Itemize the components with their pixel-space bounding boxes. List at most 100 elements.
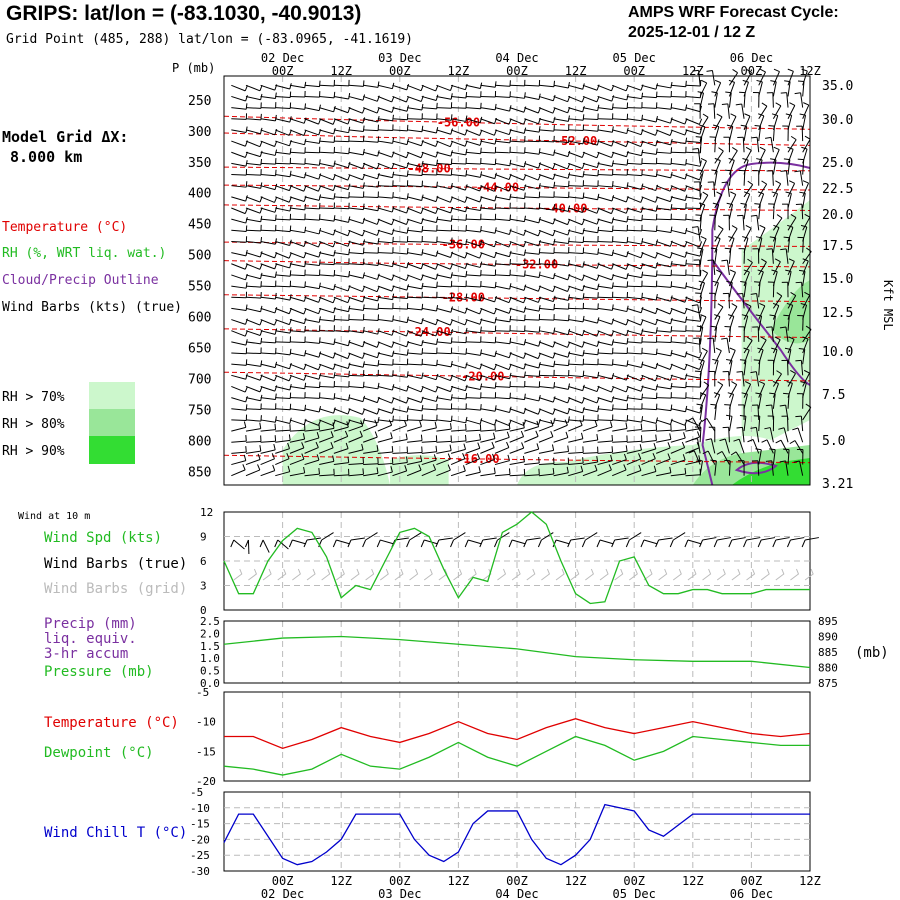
wind-barb bbox=[289, 447, 305, 454]
wind-barb-flag bbox=[714, 157, 721, 162]
wind-barb-flag bbox=[449, 444, 452, 451]
wind-barb bbox=[333, 435, 348, 443]
grid-wind-barb bbox=[262, 568, 272, 581]
true-wind-barb bbox=[555, 539, 570, 545]
wind-barb bbox=[685, 285, 701, 291]
wind-barb bbox=[377, 252, 393, 254]
wind-barb bbox=[304, 363, 319, 371]
wind-barb bbox=[260, 174, 276, 177]
wind-barb bbox=[802, 115, 807, 131]
wind-barb bbox=[626, 352, 642, 355]
temp-tick: -10 bbox=[196, 716, 216, 729]
wind-barb bbox=[685, 319, 701, 322]
top-time-tick: 00Z bbox=[741, 64, 763, 78]
wind-barb bbox=[480, 240, 495, 248]
wind-barb bbox=[392, 425, 407, 432]
grid-wind-barb bbox=[716, 568, 726, 581]
wind-barb-flag bbox=[801, 68, 808, 72]
wind-barb bbox=[319, 252, 334, 257]
wind-barb bbox=[802, 260, 809, 276]
wind-barb-flag bbox=[769, 314, 776, 317]
wind-barb-flag bbox=[332, 118, 336, 125]
wind-barb-flag bbox=[747, 180, 753, 185]
wind-barb bbox=[289, 363, 305, 371]
wind-barb-flag bbox=[727, 392, 734, 395]
wind-barb bbox=[509, 129, 525, 134]
wind-barb bbox=[742, 371, 745, 387]
wind-barb-flag bbox=[392, 293, 395, 300]
wind-barb-flag bbox=[447, 453, 451, 460]
wind-barb bbox=[597, 451, 613, 454]
wind-barb bbox=[407, 363, 423, 366]
wind-barb bbox=[524, 374, 540, 377]
wind-barb bbox=[480, 447, 495, 454]
grid-wind-barb bbox=[453, 568, 463, 581]
wind-barb bbox=[758, 227, 766, 242]
forecast-cycle-block: AMPS WRF Forecast Cycle: 2025-12-01 / 12… bbox=[628, 3, 839, 43]
wind-barb bbox=[304, 118, 319, 125]
wind-barb-flag bbox=[493, 185, 497, 192]
wind-barb bbox=[407, 118, 423, 120]
wind-barb bbox=[319, 218, 335, 222]
wind-barb-flag bbox=[721, 337, 728, 340]
wind-barb bbox=[494, 296, 510, 304]
wind-barb-flag bbox=[450, 423, 452, 430]
wind-barb-flag bbox=[538, 248, 541, 255]
wind-barb bbox=[612, 408, 628, 411]
wind-barb-flag bbox=[406, 170, 409, 177]
wind-barb-flag bbox=[346, 421, 349, 428]
grid-wind-barb bbox=[804, 568, 814, 581]
wind-barb bbox=[685, 274, 701, 277]
height-tick: 5.0 bbox=[822, 434, 845, 449]
wind-barb-flag bbox=[794, 92, 801, 95]
wind-barb bbox=[319, 341, 335, 345]
wind-barb bbox=[494, 341, 510, 345]
wind-barb bbox=[568, 240, 584, 243]
wind-barb-flag bbox=[684, 373, 688, 380]
wind-barb bbox=[304, 263, 320, 266]
wind-barb bbox=[348, 352, 363, 359]
wind-barb-flag bbox=[391, 206, 395, 213]
wind-barb bbox=[480, 118, 495, 125]
wind-barb bbox=[275, 471, 290, 477]
wind-barb bbox=[289, 285, 305, 288]
wind-barb bbox=[597, 162, 613, 167]
wind-barb bbox=[771, 326, 774, 342]
wind-barb bbox=[450, 129, 466, 136]
wind-barb bbox=[333, 426, 349, 432]
wind-barb-flag bbox=[582, 406, 585, 414]
true-wind-barb-flag bbox=[303, 539, 308, 548]
wind-barb bbox=[436, 95, 452, 100]
wind-barb-flag bbox=[524, 393, 526, 400]
wind-barb bbox=[363, 185, 379, 188]
wind-barb bbox=[655, 185, 671, 192]
wind-barb-flag bbox=[728, 157, 735, 161]
wind-barb bbox=[406, 319, 422, 325]
wind-barb bbox=[436, 385, 451, 393]
wind-barb bbox=[641, 140, 656, 147]
wind-barb-flag bbox=[684, 364, 688, 370]
wind-barb-flag bbox=[348, 92, 351, 100]
wind-barb bbox=[362, 162, 378, 170]
wind-barb bbox=[770, 137, 774, 153]
wind-barb bbox=[231, 218, 246, 224]
wind-barb bbox=[568, 341, 583, 348]
true-wind-barb bbox=[717, 537, 732, 541]
height-tick: 10.0 bbox=[822, 345, 853, 360]
wind-barb bbox=[407, 229, 423, 233]
wind-barb-flag bbox=[700, 314, 707, 318]
wind-barb bbox=[304, 408, 320, 413]
wind-barb bbox=[726, 338, 730, 354]
true-wind-barb-flag bbox=[347, 539, 352, 548]
wind-barb bbox=[685, 363, 700, 370]
wind-barb bbox=[712, 259, 716, 275]
wind-barb-flag bbox=[450, 337, 453, 344]
wind-barb-flag bbox=[434, 421, 437, 429]
wind-barb bbox=[392, 196, 408, 200]
wind-barb bbox=[710, 438, 716, 454]
wind-barb bbox=[319, 140, 335, 143]
wind-barb bbox=[787, 71, 794, 86]
grid-wind-barb bbox=[467, 568, 477, 581]
wind-barb bbox=[436, 352, 452, 355]
wind-barb-flag bbox=[245, 103, 248, 110]
